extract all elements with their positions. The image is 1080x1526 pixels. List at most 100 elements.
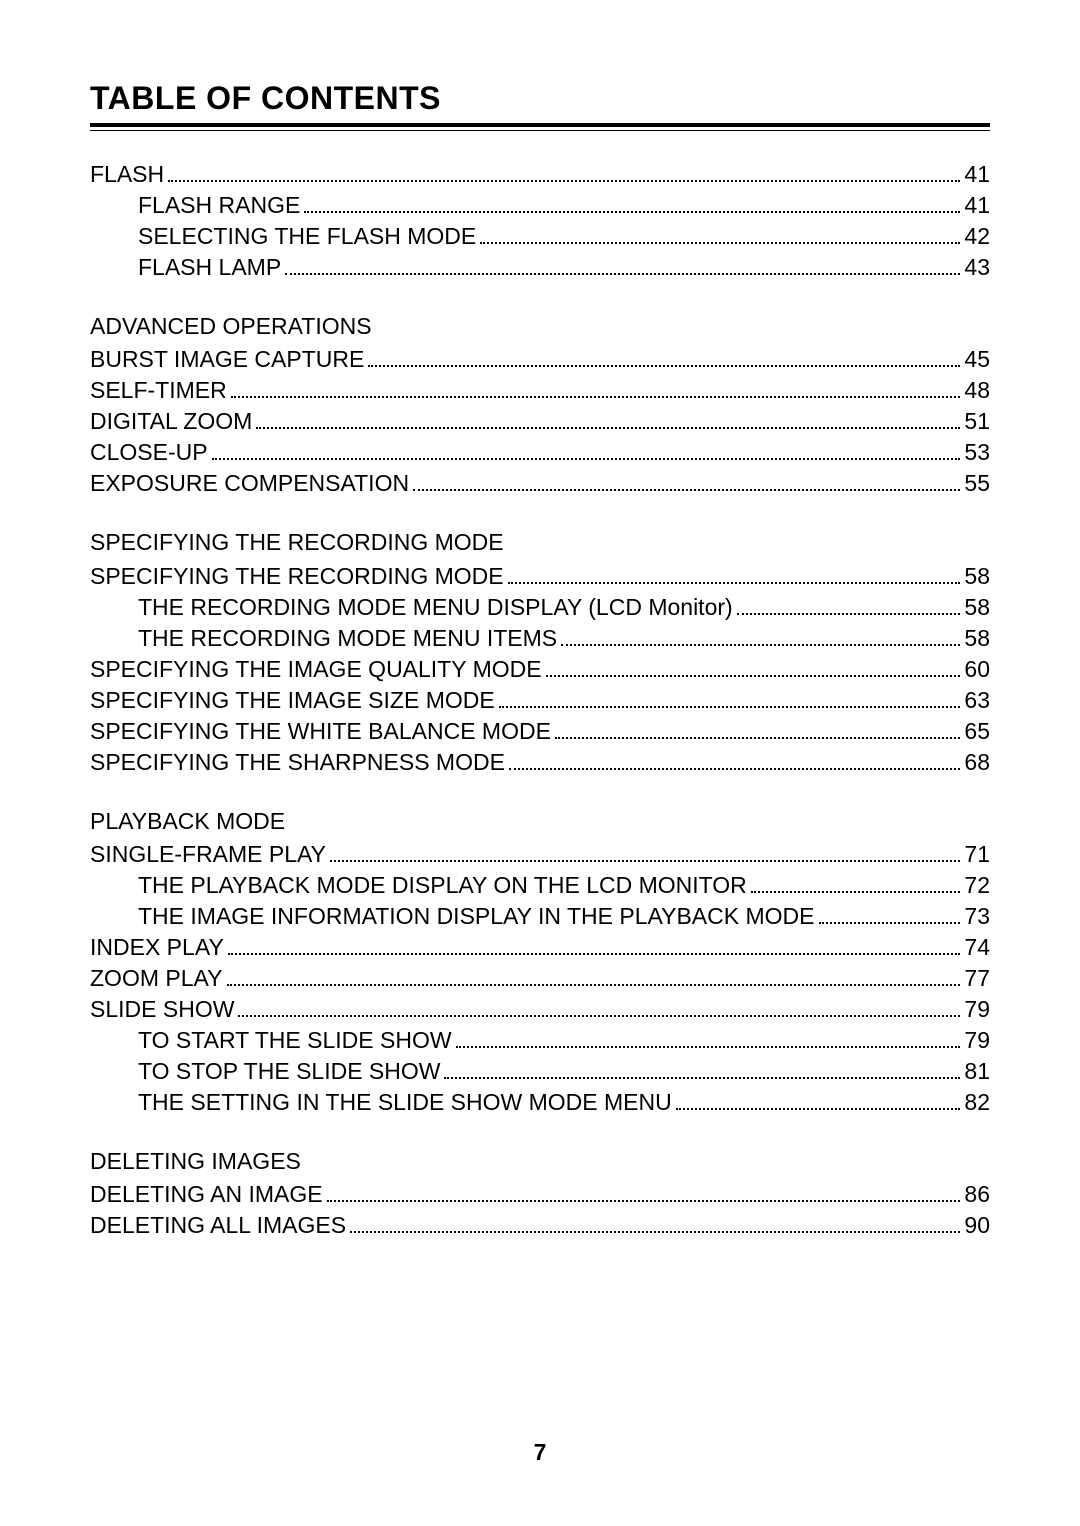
toc-entry-label: SINGLE-FRAME PLAY — [90, 839, 326, 870]
toc-leader-dots — [480, 224, 960, 244]
toc-entry-page: 79 — [964, 1025, 990, 1056]
toc-entry-label: THE PLAYBACK MODE DISPLAY ON THE LCD MON… — [138, 870, 747, 901]
toc-entry-label: SPECIFYING THE RECORDING MODE — [90, 561, 504, 592]
toc-entry: THE RECORDING MODE MENU ITEMS 58 — [90, 623, 990, 654]
toc-entry-label: TO START THE SLIDE SHOW — [138, 1025, 452, 1056]
toc-entry-page: 53 — [964, 437, 990, 468]
toc-leader-dots — [304, 193, 960, 213]
toc-entry-label: SPECIFYING THE IMAGE SIZE MODE — [90, 685, 495, 716]
toc-entry-label: FLASH LAMP — [138, 252, 281, 283]
toc-entry-label: DELETING ALL IMAGES — [90, 1210, 346, 1241]
title-rule-thick — [90, 123, 990, 127]
toc-entry-label: SPECIFYING THE SHARPNESS MODE — [90, 747, 505, 778]
toc-entry-label: BURST IMAGE CAPTURE — [90, 344, 364, 375]
toc-entry-label: FLASH RANGE — [138, 190, 300, 221]
toc-entry-label: TO STOP THE SLIDE SHOW — [138, 1056, 440, 1087]
toc-entry: BURST IMAGE CAPTURE 45 — [90, 344, 990, 375]
toc-entry-label: SPECIFYING THE IMAGE QUALITY MODE — [90, 654, 542, 685]
toc-entry-page: 42 — [964, 221, 990, 252]
toc-leader-dots — [751, 873, 961, 893]
toc-leader-dots — [231, 378, 961, 398]
toc-leader-dots — [327, 1182, 961, 1202]
toc-entry-label: EXPOSURE COMPENSATION — [90, 468, 409, 499]
toc-entry-page: 72 — [964, 870, 990, 901]
toc-entry-page: 77 — [964, 963, 990, 994]
toc-leader-dots — [509, 749, 960, 769]
toc-entry-page: 65 — [964, 716, 990, 747]
toc-entry-page: 63 — [964, 685, 990, 716]
toc-entry: SLIDE SHOW 79 — [90, 994, 990, 1025]
toc-leader-dots — [238, 997, 960, 1017]
toc-entry-page: 48 — [964, 375, 990, 406]
toc-leader-dots — [413, 471, 960, 491]
toc-leader-dots — [330, 842, 960, 862]
toc-leader-dots — [444, 1059, 960, 1079]
toc-entry: SPECIFYING THE WHITE BALANCE MODE65 — [90, 716, 990, 747]
title-rule-thin — [90, 130, 990, 131]
toc-entry: THE IMAGE INFORMATION DISPLAY IN THE PLA… — [90, 901, 990, 932]
toc-leader-dots — [456, 1028, 961, 1048]
toc-entry-page: 81 — [964, 1056, 990, 1087]
toc-leader-dots — [256, 409, 960, 429]
toc-entry-page: 45 — [964, 344, 990, 375]
toc-entry: FLASH RANGE 41 — [90, 190, 990, 221]
toc-entry-page: 82 — [964, 1087, 990, 1118]
toc-entry-label: DELETING AN IMAGE — [90, 1179, 323, 1210]
toc-entry: INDEX PLAY 74 — [90, 932, 990, 963]
toc-entry: THE SETTING IN THE SLIDE SHOW MODE MENU 8… — [90, 1087, 990, 1118]
toc-leader-dots — [168, 162, 960, 182]
toc-entry-page: 43 — [964, 252, 990, 283]
toc-leader-dots — [508, 563, 961, 583]
toc-entry-label: THE SETTING IN THE SLIDE SHOW MODE MENU — [138, 1087, 672, 1118]
toc-leader-dots — [737, 594, 961, 614]
toc-entry-page: 58 — [964, 592, 990, 623]
toc-entry-page: 41 — [964, 190, 990, 221]
toc-leader-dots — [676, 1090, 961, 1110]
toc-entry: ZOOM PLAY 77 — [90, 963, 990, 994]
toc-entry: SINGLE-FRAME PLAY 71 — [90, 839, 990, 870]
toc-entry-page: 90 — [964, 1210, 990, 1241]
toc-entry: SPECIFYING THE IMAGE QUALITY MODE 60 — [90, 654, 990, 685]
toc-entry-label: ZOOM PLAY — [90, 963, 223, 994]
toc-entry-page: 60 — [964, 654, 990, 685]
toc-entry-label: FLASH — [90, 159, 164, 190]
toc-entry: TO START THE SLIDE SHOW 79 — [90, 1025, 990, 1056]
toc-section-heading: PLAYBACK MODE — [90, 806, 990, 837]
toc-entry: SPECIFYING THE IMAGE SIZE MODE 63 — [90, 685, 990, 716]
toc-entry-page: 51 — [964, 406, 990, 437]
toc-leader-dots — [555, 718, 960, 738]
toc-entry-page: 86 — [964, 1179, 990, 1210]
toc-leader-dots — [350, 1213, 960, 1233]
toc-entry-page: 79 — [964, 994, 990, 1025]
toc-leader-dots — [819, 904, 961, 924]
toc-entry: DELETING ALL IMAGES 90 — [90, 1210, 990, 1241]
toc-leader-dots — [368, 347, 960, 367]
toc-leader-dots — [561, 625, 960, 645]
document-page: TABLE OF CONTENTS FLASH41FLASH RANGE41SE… — [0, 0, 1080, 1526]
toc-entry-label: CLOSE-UP — [90, 437, 208, 468]
toc-entry: SPECIFYING THE SHARPNESS MODE 68 — [90, 747, 990, 778]
toc-leader-dots — [228, 935, 961, 955]
toc-entry: TO STOP THE SLIDE SHOW 81 — [90, 1056, 990, 1087]
toc-entry-page: 68 — [964, 747, 990, 778]
toc-entry-page: 58 — [964, 561, 990, 592]
toc-entry: CLOSE-UP 53 — [90, 437, 990, 468]
toc-leader-dots — [227, 966, 961, 986]
toc-entry-page: 41 — [964, 159, 990, 190]
toc-entry-page: 74 — [964, 932, 990, 963]
toc-entry-label: INDEX PLAY — [90, 932, 224, 963]
toc-entry: FLASH 41 — [90, 159, 990, 190]
toc-entry-label: THE RECORDING MODE MENU ITEMS — [138, 623, 557, 654]
page-number: 7 — [0, 1439, 1080, 1466]
toc-entry-page: 71 — [964, 839, 990, 870]
toc-entry: DIGITAL ZOOM51 — [90, 406, 990, 437]
toc-entry: SPECIFYING THE RECORDING MODE 58 — [90, 561, 990, 592]
toc-entry-label: SLIDE SHOW — [90, 994, 234, 1025]
toc-entry-label: THE IMAGE INFORMATION DISPLAY IN THE PLA… — [138, 901, 815, 932]
toc-entry: THE PLAYBACK MODE DISPLAY ON THE LCD MON… — [90, 870, 990, 901]
toc-leader-dots — [546, 656, 961, 676]
toc-entry-label: THE RECORDING MODE MENU DISPLAY (LCD Mon… — [138, 592, 733, 623]
toc-leader-dots — [285, 255, 960, 275]
toc-entry-label: SELECTING THE FLASH MODE — [138, 221, 476, 252]
toc-entry-page: 58 — [964, 623, 990, 654]
